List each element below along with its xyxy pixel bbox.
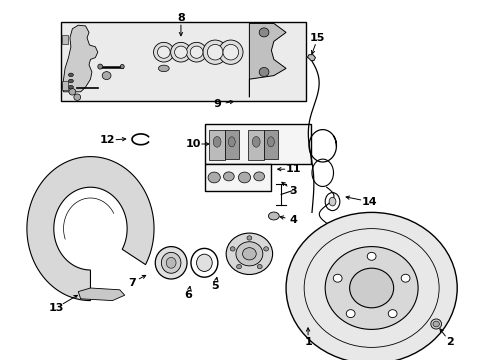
Ellipse shape: [238, 172, 250, 183]
Text: 10: 10: [185, 139, 201, 149]
Ellipse shape: [259, 28, 268, 37]
Polygon shape: [27, 157, 154, 301]
Ellipse shape: [268, 212, 279, 220]
Bar: [224, 130, 238, 159]
Ellipse shape: [98, 64, 102, 69]
Ellipse shape: [346, 310, 354, 318]
Ellipse shape: [230, 247, 235, 251]
Ellipse shape: [213, 136, 221, 147]
Ellipse shape: [253, 172, 264, 181]
Ellipse shape: [208, 172, 220, 183]
Ellipse shape: [102, 72, 111, 80]
Ellipse shape: [207, 44, 223, 60]
Ellipse shape: [228, 137, 235, 147]
Ellipse shape: [186, 42, 206, 62]
Text: 2: 2: [445, 337, 453, 347]
Ellipse shape: [120, 64, 124, 69]
Ellipse shape: [236, 265, 241, 269]
Text: 8: 8: [177, 13, 184, 23]
Ellipse shape: [225, 233, 272, 275]
Text: 15: 15: [309, 33, 325, 43]
Bar: [62, 35, 68, 44]
Ellipse shape: [174, 46, 187, 58]
Ellipse shape: [190, 46, 203, 58]
Ellipse shape: [68, 85, 73, 89]
Bar: [62, 81, 68, 90]
Ellipse shape: [366, 252, 375, 260]
Polygon shape: [78, 288, 124, 301]
Ellipse shape: [246, 236, 251, 240]
Text: 7: 7: [128, 278, 136, 288]
Ellipse shape: [325, 247, 417, 329]
Bar: [209, 130, 224, 160]
Text: 14: 14: [361, 197, 376, 207]
Ellipse shape: [68, 79, 73, 83]
Ellipse shape: [349, 268, 393, 308]
Ellipse shape: [259, 68, 268, 77]
Ellipse shape: [158, 65, 169, 72]
Bar: [61, 22, 305, 101]
Polygon shape: [62, 25, 98, 92]
Ellipse shape: [263, 247, 268, 251]
Ellipse shape: [218, 40, 243, 64]
Polygon shape: [249, 23, 285, 97]
Text: 4: 4: [289, 215, 297, 225]
Ellipse shape: [155, 247, 186, 279]
Ellipse shape: [170, 42, 191, 62]
Ellipse shape: [328, 197, 335, 206]
Ellipse shape: [153, 42, 174, 62]
Text: 12: 12: [100, 135, 115, 145]
Polygon shape: [306, 55, 315, 60]
Ellipse shape: [203, 40, 227, 64]
Ellipse shape: [69, 89, 76, 95]
Ellipse shape: [257, 265, 262, 269]
Bar: [205, 124, 310, 164]
Ellipse shape: [161, 252, 181, 273]
Ellipse shape: [74, 94, 81, 100]
Ellipse shape: [223, 44, 238, 60]
Ellipse shape: [267, 137, 274, 147]
Bar: [248, 130, 264, 160]
Bar: [264, 130, 277, 159]
Text: 1: 1: [304, 337, 311, 347]
Ellipse shape: [252, 136, 260, 147]
Ellipse shape: [333, 274, 342, 282]
Text: 3: 3: [289, 186, 297, 196]
Ellipse shape: [285, 212, 456, 360]
Ellipse shape: [430, 319, 441, 329]
Text: 11: 11: [285, 164, 301, 174]
Ellipse shape: [242, 248, 256, 260]
Ellipse shape: [223, 172, 234, 181]
Bar: [205, 164, 271, 191]
Ellipse shape: [68, 73, 73, 77]
Ellipse shape: [157, 46, 170, 58]
Ellipse shape: [196, 254, 212, 271]
Text: 6: 6: [184, 290, 192, 300]
Ellipse shape: [400, 274, 409, 282]
Text: 13: 13: [48, 303, 64, 313]
Ellipse shape: [166, 257, 176, 268]
Text: 9: 9: [213, 99, 221, 109]
Ellipse shape: [387, 310, 396, 318]
Ellipse shape: [236, 242, 263, 266]
Ellipse shape: [432, 321, 438, 327]
Text: 5: 5: [211, 281, 219, 291]
